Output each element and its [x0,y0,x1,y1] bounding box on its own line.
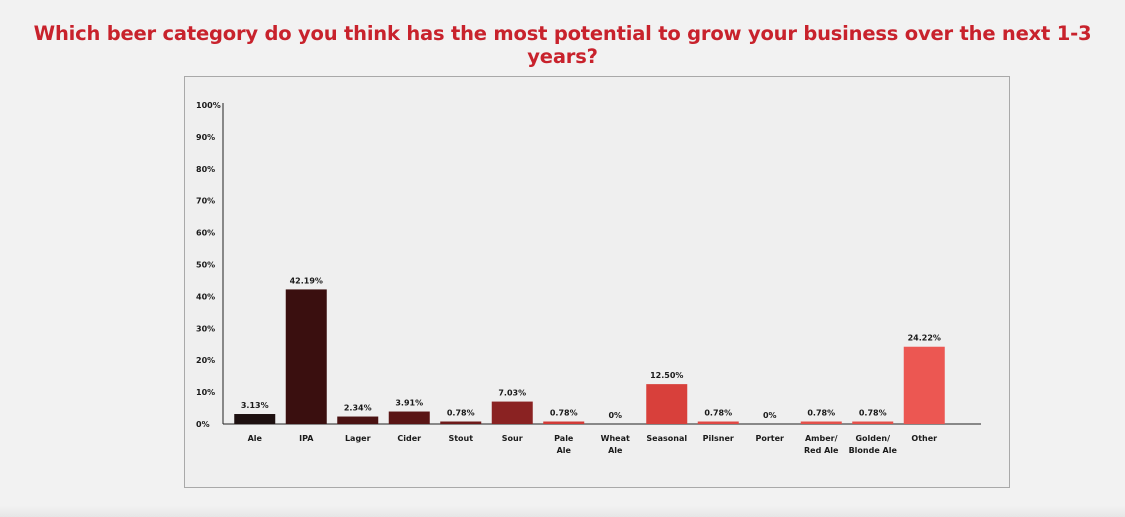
bar-value-label: 12.50% [650,371,683,380]
x-category-label: Blonde Ale [849,446,898,455]
x-category-label: Other [911,434,937,443]
x-category-label: Amber/ [805,434,838,443]
bar-value-label: 0.78% [704,409,732,418]
y-tick-label: 40% [196,292,215,301]
bar-value-label: 0% [608,411,622,420]
x-category-label: Red Ale [804,446,839,455]
bar [440,421,482,424]
y-tick-label: 90% [196,133,215,142]
x-category-label: Cider [397,434,421,443]
x-category-label: Porter [756,434,785,443]
y-tick-label: 20% [196,356,215,365]
bar-value-label: 7.03% [498,389,526,398]
bar-value-label: 0.78% [447,409,475,418]
x-category-label: Ale [608,446,623,455]
x-category-label: IPA [299,434,314,443]
x-category-label: Pale [554,434,574,443]
y-tick-label: 50% [196,261,215,270]
y-tick-label: 10% [196,388,215,397]
footer-fade [0,506,1125,517]
bar-value-label: 42.19% [290,276,323,285]
bar-value-label: 24.22% [908,334,941,343]
y-tick-label: 60% [196,229,215,238]
chart-labels: 3.13% Ale 42.19% IPA 2.34% Lager 3.91% Cider 0.7… [241,276,941,455]
x-category-label: Ale [557,446,572,455]
bar-value-label: 2.34% [344,404,372,413]
bar-value-label: 0.78% [807,409,835,418]
chart-frame: 0% 10% 20% 30% 40% 50% 60% 70% 80% 90% 100% 3.13% A… [184,76,1010,488]
y-tick-label: 70% [196,197,215,206]
bar-value-label: 0.78% [859,409,887,418]
page-title: Which beer category do you think has the… [33,22,1092,68]
x-category-label: Seasonal [646,434,687,443]
bar [903,346,945,424]
x-category-label: Wheat [601,434,630,443]
x-category-label: Pilsner [703,434,734,443]
bar [646,384,688,424]
bar [285,289,327,424]
x-category-label: Stout [448,434,473,443]
bar-chart: 0% 10% 20% 30% 40% 50% 60% 70% 80% 90% 100% 3.13% A… [196,101,981,455]
bar [697,421,739,424]
x-category-label: Golden/ [855,434,890,443]
chart-bars [234,289,945,424]
bar-value-label: 0% [763,411,777,420]
bar [543,421,585,424]
bar [337,416,379,424]
y-tick-label: 100% [196,101,221,110]
bar-value-label: 3.91% [395,399,423,408]
y-tick-label: 0% [196,420,210,429]
bar [852,421,894,424]
x-category-label: Lager [345,434,371,443]
bar [491,401,533,424]
x-category-label: Sour [502,434,523,443]
bar-value-label: 3.13% [241,401,269,410]
y-tick-label: 80% [196,165,215,174]
bar [800,421,842,424]
y-tick-label: 30% [196,324,215,333]
bar-value-label: 0.78% [550,409,578,418]
bar [388,411,430,424]
bar [234,414,276,424]
x-category-label: Ale [248,434,263,443]
